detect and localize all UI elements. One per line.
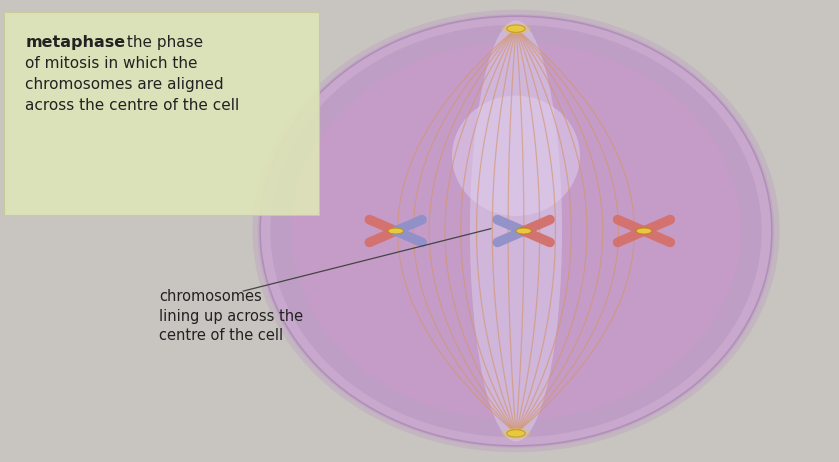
Text: chromosomes
lining up across the
centre of the cell: chromosomes lining up across the centre … (159, 289, 304, 343)
Text: of mitosis in which the
chromosomes are aligned
across the centre of the cell: of mitosis in which the chromosomes are … (25, 35, 239, 113)
Ellipse shape (502, 23, 530, 35)
Ellipse shape (270, 25, 762, 437)
Ellipse shape (388, 228, 404, 234)
Ellipse shape (291, 42, 741, 420)
Text: metaphase: metaphase (25, 35, 125, 49)
Ellipse shape (502, 428, 530, 439)
Ellipse shape (516, 228, 531, 234)
Ellipse shape (253, 10, 779, 452)
Ellipse shape (260, 16, 772, 446)
Ellipse shape (507, 25, 525, 32)
Ellipse shape (507, 430, 525, 437)
Ellipse shape (258, 14, 774, 448)
Ellipse shape (636, 228, 652, 234)
Ellipse shape (470, 20, 562, 442)
Text: the phase: the phase (122, 35, 203, 49)
FancyBboxPatch shape (4, 12, 319, 215)
Ellipse shape (452, 96, 580, 216)
